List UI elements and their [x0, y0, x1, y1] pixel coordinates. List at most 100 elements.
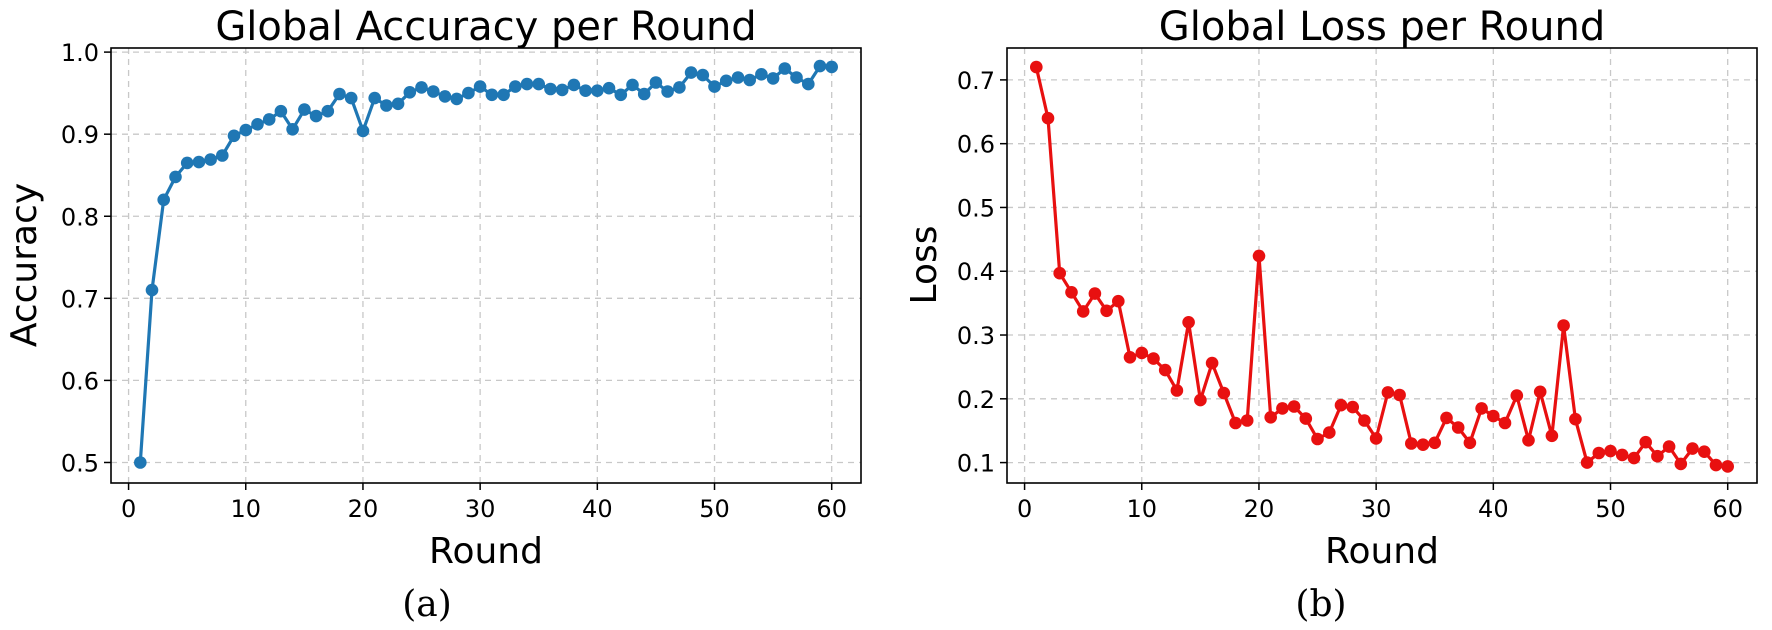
loss-point-60	[1721, 460, 1734, 473]
loss-point-11	[1147, 352, 1160, 365]
accuracy-point-40	[591, 84, 604, 97]
loss-point-37	[1451, 421, 1465, 434]
loss-point-53	[1639, 435, 1652, 449]
loss-point-31	[1381, 386, 1395, 399]
accuracy-point-7	[204, 153, 217, 166]
loss-ytick-label-5: 0.6	[957, 131, 995, 159]
accuracy-point-30	[473, 80, 487, 93]
loss-point-23	[1287, 400, 1301, 413]
accuracy-xtick-label-6: 60	[816, 495, 847, 523]
loss-point-10	[1135, 346, 1149, 360]
loss-point-49	[1592, 446, 1606, 460]
accuracy-point-35	[532, 77, 545, 91]
accuracy-point-57	[790, 71, 803, 84]
loss-point-48	[1580, 456, 1594, 469]
accuracy-point-34	[520, 77, 534, 91]
loss-point-32	[1393, 388, 1406, 402]
accuracy-point-8	[216, 149, 229, 162]
loss-ytick-label-0: 0.1	[957, 450, 995, 478]
loss-point-22	[1276, 402, 1289, 415]
accuracy-xtick-label-2: 20	[348, 495, 379, 523]
loss-series	[1030, 60, 1734, 473]
accuracy-point-22	[380, 99, 393, 112]
accuracy-point-1	[134, 456, 147, 469]
loss-point-17	[1217, 386, 1231, 400]
accuracy-point-32	[497, 88, 510, 102]
accuracy-xtick-label-1: 10	[230, 495, 261, 523]
loss-point-14	[1182, 316, 1195, 329]
accuracy-point-59	[813, 59, 827, 73]
loss-ytick-label-6: 0.7	[957, 67, 995, 95]
loss-point-40	[1487, 409, 1500, 423]
accuracy-point-44	[637, 87, 651, 101]
loss-point-29	[1358, 414, 1371, 427]
loss-point-52	[1627, 451, 1641, 465]
accuracy-x-axis-label: Round	[429, 531, 543, 572]
accuracy-point-50	[708, 80, 721, 93]
accuracy-point-14	[286, 123, 299, 136]
accuracy-point-24	[403, 86, 417, 99]
accuracy-point-20	[356, 124, 370, 138]
loss-ytick-label-4: 0.5	[957, 194, 995, 222]
accuracy-ytick-label-0: 0.5	[61, 449, 99, 477]
accuracy-point-2	[145, 283, 159, 297]
accuracy-point-9	[227, 129, 241, 143]
loss-point-47	[1569, 412, 1582, 426]
accuracy-xtick-label-3: 30	[465, 495, 496, 523]
accuracy-point-18	[333, 87, 346, 101]
caption-b: (b)	[1295, 584, 1346, 625]
accuracy-point-29	[462, 86, 475, 100]
loss-point-42	[1510, 389, 1524, 402]
loss-point-43	[1522, 434, 1535, 447]
loss-point-24	[1299, 412, 1313, 425]
loss-point-27	[1334, 398, 1348, 412]
loss-point-56	[1674, 457, 1688, 471]
caption-a: (a)	[402, 584, 452, 625]
accuracy-point-54	[755, 68, 768, 81]
accuracy-point-58	[802, 77, 815, 91]
loss-point-18	[1229, 416, 1242, 430]
loss-point-39	[1475, 402, 1488, 415]
loss-point-19	[1240, 414, 1254, 427]
accuracy-ytick-label-4: 0.9	[61, 121, 99, 149]
accuracy-ytick-label-5: 1.0	[61, 39, 99, 67]
loss-ytick-label-1: 0.2	[957, 386, 995, 414]
loss-xtick-label-0: 0	[1017, 495, 1032, 523]
accuracy-point-4	[169, 170, 182, 184]
accuracy-point-21	[368, 91, 382, 105]
loss-point-45	[1545, 429, 1559, 443]
accuracy-point-53	[743, 73, 756, 87]
loss-x-axis-label: Round	[1325, 531, 1439, 572]
accuracy-point-38	[567, 78, 581, 92]
loss-xtick-label-4: 40	[1478, 495, 1509, 523]
loss-point-15	[1194, 393, 1207, 407]
loss-point-35	[1428, 436, 1441, 450]
loss-point-25	[1311, 432, 1324, 446]
loss-point-2	[1041, 111, 1055, 125]
loss-point-36	[1440, 411, 1453, 425]
loss-point-55	[1662, 440, 1676, 453]
accuracy-point-33	[509, 80, 522, 93]
loss-point-54	[1651, 449, 1664, 463]
accuracy-point-27	[438, 90, 452, 103]
loss-point-59	[1709, 458, 1723, 472]
loss-point-26	[1323, 426, 1336, 439]
loss-point-41	[1498, 416, 1512, 430]
accuracy-point-42	[614, 88, 628, 102]
accuracy-point-28	[450, 92, 464, 106]
loss-ticks: 0 10 20 30 40 50 60 0.1 0.2 0.3 0.4 0.5 0.6 0.7	[957, 67, 1743, 523]
loss-point-1	[1030, 60, 1043, 74]
accuracy-point-10	[239, 123, 253, 137]
accuracy-point-31	[485, 88, 499, 102]
loss-point-21	[1264, 411, 1277, 424]
accuracy-point-55	[766, 72, 780, 85]
accuracy-point-13	[274, 104, 288, 118]
accuracy-xtick-label-5: 50	[699, 495, 730, 523]
loss-ytick-label-3: 0.4	[957, 258, 995, 286]
loss-series-line	[1034, 66, 1728, 468]
loss-point-6	[1088, 287, 1102, 300]
accuracy-point-48	[684, 66, 698, 79]
accuracy-ytick-label-3: 0.8	[61, 203, 99, 231]
loss-xtick-label-3: 30	[1361, 495, 1392, 523]
accuracy-xtick-label-0: 0	[121, 495, 136, 523]
